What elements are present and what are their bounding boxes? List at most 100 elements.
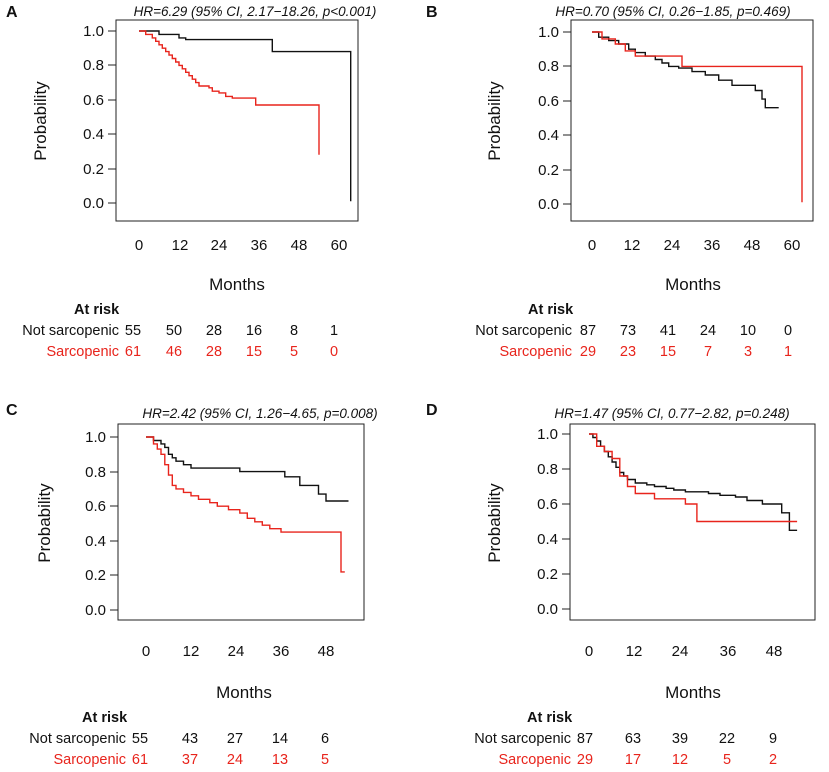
- panel-c-xtick: 0: [142, 643, 150, 660]
- panel-d-curves: [589, 433, 798, 531]
- panel-d-survival-curve-not-sarcopenic: [589, 433, 798, 531]
- panel-b-xtick: 36: [704, 237, 721, 254]
- panel-a-risk-count: 61: [125, 344, 141, 360]
- panel-b-ytick: 0.8: [538, 58, 559, 75]
- panel-c-xticks: 0 12 24 36 48: [142, 643, 335, 660]
- panel-a-risk-count: 5: [290, 344, 298, 360]
- panel-c-xtick: 48: [318, 643, 335, 660]
- panel-a-risk-count: 55: [125, 323, 141, 339]
- panel-d-ylabel: Probability: [485, 483, 504, 563]
- panel-b-ytick: 0.4: [538, 127, 559, 144]
- panel-b-risk-count: 0: [784, 323, 792, 339]
- panel-d-risk-group-label: Sarcopenic: [498, 752, 571, 768]
- panel-a-plot-frame: [115, 19, 359, 222]
- panel-a-curves: [139, 30, 352, 202]
- panel-d-ytick: 0.6: [537, 496, 558, 513]
- panel-c-ytick: 0.2: [85, 567, 106, 584]
- panel-a-survival-curve-sarcopenic: [139, 30, 320, 155]
- panel-a-hr-title: HR=6.29 (95% CI, 2.17−18.26, p<0.001): [134, 4, 377, 19]
- panel-a-yticks: 0.0 0.2 0.4 0.6 0.8 1.0: [83, 23, 116, 212]
- panel-d-xtick: 0: [585, 643, 593, 660]
- panel-b-risk-count: 73: [620, 323, 636, 339]
- panel-a-ylabel: Probability: [31, 81, 50, 161]
- panel-d: D HR=1.47 (95% CI, 0.77−2.82, p=0.248) 0…: [426, 402, 816, 768]
- panel-c-yticks: 0.0 0.2 0.4 0.6 0.8 1.0: [85, 429, 118, 619]
- panel-c-risk-row-sarcopenic: 61 37 24 13 5: [132, 752, 329, 768]
- panel-d-risk-count: 63: [625, 731, 641, 747]
- panel-a-ytick: 1.0: [83, 23, 104, 40]
- panel-d-ytick: 1.0: [537, 426, 558, 443]
- panel-c-at-risk-heading: At risk: [82, 710, 128, 726]
- panel-d-xtick: 48: [766, 643, 783, 660]
- panel-d-yticks: 0.0 0.2 0.4 0.6 0.8 1.0: [537, 426, 570, 618]
- panel-b-curves: [592, 31, 803, 203]
- panel-c-ytick: 0.4: [85, 533, 106, 550]
- panel-b-xtick: 60: [784, 237, 801, 254]
- panel-c-risk-count: 24: [227, 752, 243, 768]
- panel-c-xtick: 36: [273, 643, 290, 660]
- panel-c-risk-count: 55: [132, 731, 148, 747]
- panel-d-hr-title: HR=1.47 (95% CI, 0.77−2.82, p=0.248): [554, 406, 789, 421]
- panel-b-risk-count: 23: [620, 344, 636, 360]
- panel-a-risk-row-sarcopenic: 61 46 28 15 5 0: [125, 344, 338, 360]
- panel-c-xtick: 12: [183, 643, 200, 660]
- panel-a-survival-curve-not-sarcopenic: [139, 30, 352, 202]
- panel-a-xtick: 36: [251, 237, 268, 254]
- panel-a-ytick: 0.8: [83, 57, 104, 74]
- panel-c-risk-count: 27: [227, 731, 243, 747]
- panel-d-risk-count: 2: [769, 752, 777, 768]
- panel-d-risk-row-not-sarcopenic: 87 63 39 22 9: [577, 731, 777, 747]
- panel-a-xtick: 0: [135, 237, 143, 254]
- panel-d-risk-row-sarcopenic: 29 17 12 5 2: [577, 752, 777, 768]
- panel-d-xtick: 12: [626, 643, 643, 660]
- panel-c-ytick: 0.6: [85, 498, 106, 515]
- panel-c-risk-count: 6: [321, 731, 329, 747]
- panel-a-risk-count: 50: [166, 323, 182, 339]
- panel-d-risk-count: 9: [769, 731, 777, 747]
- panel-c-risk-group-label: Not sarcopenic: [29, 731, 126, 747]
- panel-d-risk-group-label: Not sarcopenic: [474, 731, 571, 747]
- panel-d-ytick: 0.0: [537, 601, 558, 618]
- panel-b-risk-count: 3: [744, 344, 752, 360]
- panel-b-risk-row-sarcopenic: 29 23 15 7 3 1: [580, 344, 792, 360]
- panel-c-ytick: 0.0: [85, 602, 106, 619]
- panel-d-ytick: 0.8: [537, 461, 558, 478]
- panel-b-ytick: 0.2: [538, 162, 559, 179]
- panel-a-risk-count: 28: [206, 323, 222, 339]
- panel-c-ytick: 1.0: [85, 429, 106, 446]
- panel-b-plot-frame: [570, 19, 814, 222]
- panel-a-xtick: 12: [172, 237, 189, 254]
- panel-c-hr-title: HR=2.42 (95% CI, 1.26−4.65, p=0.008): [142, 406, 377, 421]
- panel-b-xtick: 24: [664, 237, 681, 254]
- panel-b-xtick: 48: [744, 237, 761, 254]
- panel-a-risk-group-label: Sarcopenic: [46, 344, 119, 360]
- panel-a-risk-count: 15: [246, 344, 262, 360]
- panel-b-risk-count: 15: [660, 344, 676, 360]
- panel-c-ytick: 0.8: [85, 464, 106, 481]
- panel-a-ytick: 0.4: [83, 126, 104, 143]
- panel-d-xtick: 24: [672, 643, 689, 660]
- panel-d-risk-count: 12: [672, 752, 688, 768]
- panel-a-xtick: 48: [291, 237, 308, 254]
- panel-d-ytick: 0.2: [537, 566, 558, 583]
- panel-c-xlabel: Months: [216, 683, 272, 702]
- panel-c-risk-count: 37: [182, 752, 198, 768]
- panel-a-ytick: 0.0: [83, 195, 104, 212]
- panel-c-risk-count: 61: [132, 752, 148, 768]
- panel-b-ytick: 1.0: [538, 24, 559, 41]
- panel-c-risk-row-not-sarcopenic: 55 43 27 14 6: [132, 731, 329, 747]
- panel-d-xtick: 36: [720, 643, 737, 660]
- panel-b-risk-count: 87: [580, 323, 596, 339]
- panel-b-risk-row-not-sarcopenic: 87 73 41 24 10 0: [580, 323, 792, 339]
- panel-b-risk-count: 10: [740, 323, 756, 339]
- panel-b-risk-count: 29: [580, 344, 596, 360]
- panel-c-risk-count: 5: [321, 752, 329, 768]
- panel-a-ytick: 0.6: [83, 92, 104, 109]
- panel-b: B HR=0.70 (95% CI, 0.26−1.85, p=0.469) 0…: [426, 4, 814, 360]
- panel-b-yticks: 0.0 0.2 0.4 0.6 0.8 1.0: [538, 24, 571, 213]
- panel-a-risk-group-label: Not sarcopenic: [22, 323, 119, 339]
- panel-a-xlabel: Months: [209, 275, 265, 294]
- panel-c-curves: [146, 436, 349, 573]
- panel-c-xtick: 24: [228, 643, 245, 660]
